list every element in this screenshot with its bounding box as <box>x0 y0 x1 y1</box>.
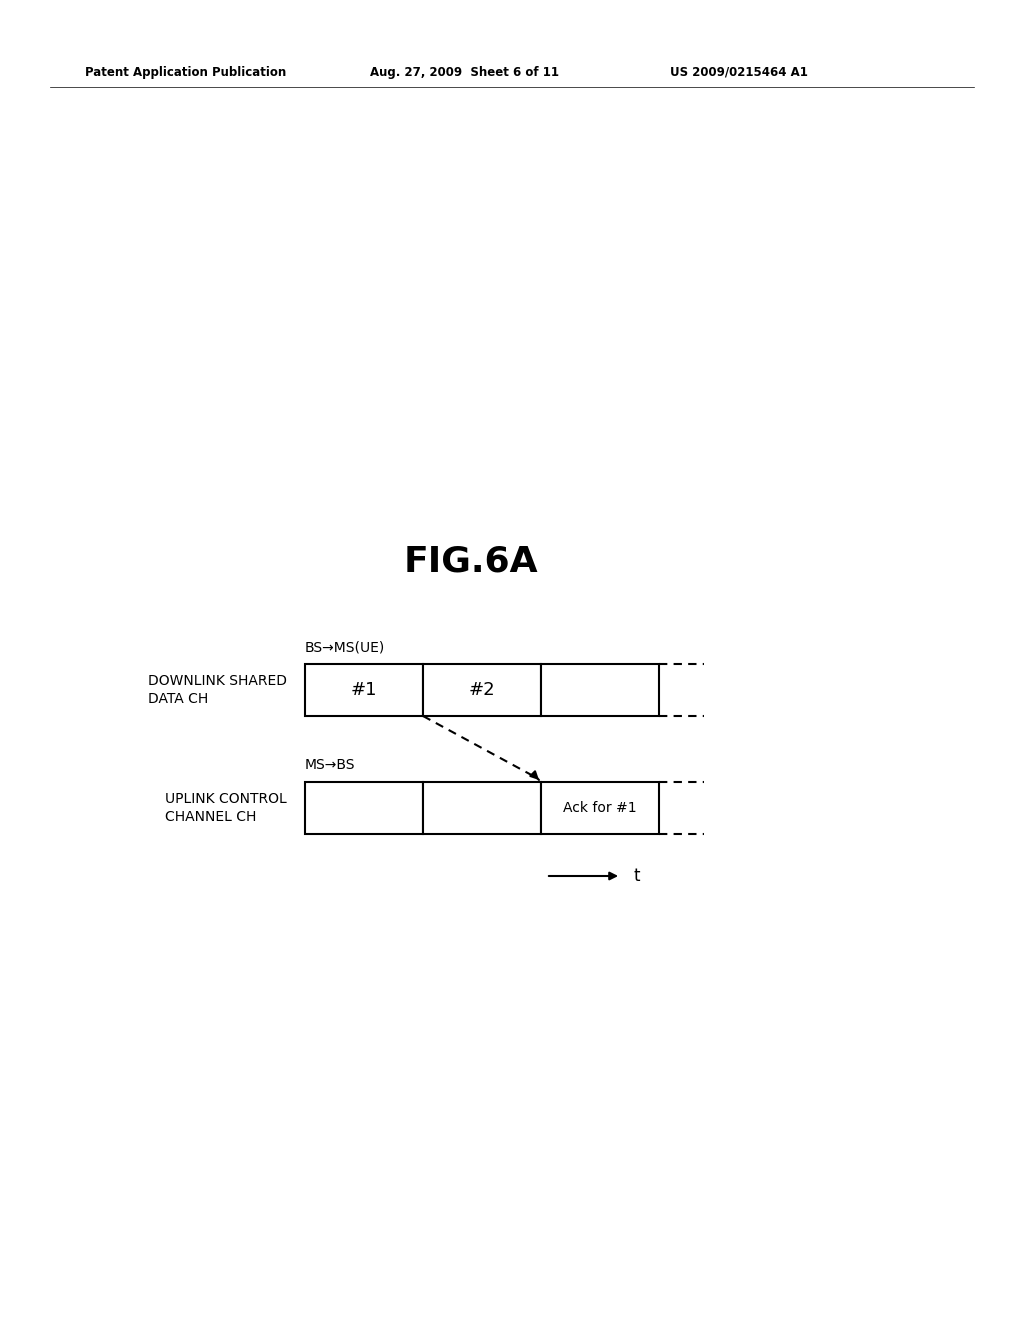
Bar <box>541 664 659 715</box>
Text: #1: #1 <box>351 681 377 700</box>
Text: UPLINK CONTROL
CHANNEL CH: UPLINK CONTROL CHANNEL CH <box>165 792 287 824</box>
Text: t: t <box>633 867 640 884</box>
Text: Patent Application Publication: Patent Application Publication <box>85 66 287 78</box>
Text: MS→BS: MS→BS <box>305 758 355 772</box>
Bar <box>423 664 541 715</box>
Text: Ack for #1: Ack for #1 <box>563 801 637 814</box>
Text: Aug. 27, 2009  Sheet 6 of 11: Aug. 27, 2009 Sheet 6 of 11 <box>370 66 559 78</box>
Text: US 2009/0215464 A1: US 2009/0215464 A1 <box>670 66 808 78</box>
Bar <box>423 781 541 834</box>
Text: FIG.6A: FIG.6A <box>403 544 539 578</box>
Bar <box>305 664 423 715</box>
Text: #2: #2 <box>469 681 496 700</box>
Text: BS→MS(UE): BS→MS(UE) <box>305 640 385 653</box>
Bar <box>541 781 659 834</box>
Bar <box>305 781 423 834</box>
Text: DOWNLINK SHARED
DATA CH: DOWNLINK SHARED DATA CH <box>148 675 287 706</box>
